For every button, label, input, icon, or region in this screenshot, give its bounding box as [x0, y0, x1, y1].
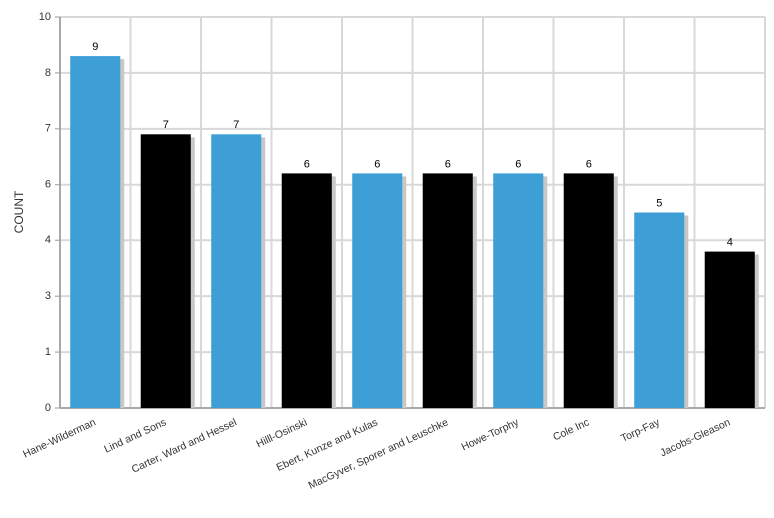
- y-tick-label: 10: [39, 11, 51, 23]
- bar: [352, 173, 403, 408]
- data-label: 6: [515, 158, 521, 170]
- y-axis-label: COUNT: [12, 190, 26, 233]
- bar: [70, 56, 121, 408]
- y-tick-label: 1: [45, 346, 51, 358]
- y-tick-label: 3: [45, 290, 51, 302]
- bar: [704, 251, 755, 408]
- bar: [493, 173, 544, 408]
- data-label: 6: [586, 158, 592, 170]
- x-tick-label: Lind and Sons: [102, 416, 168, 455]
- y-tick-label: 6: [45, 179, 51, 191]
- bar: [563, 173, 614, 408]
- y-tick-label: 8: [45, 67, 51, 79]
- x-tick-label: Jacobs-Gleason: [658, 416, 732, 459]
- data-label: 7: [163, 119, 169, 131]
- data-label: 6: [374, 158, 380, 170]
- x-tick-label: Torp-Fay: [619, 416, 662, 445]
- x-tick-label: Howe-Torphy: [460, 416, 522, 453]
- data-label: 5: [656, 197, 662, 209]
- data-label: 6: [304, 158, 310, 170]
- bar: [422, 173, 473, 408]
- bar: [634, 212, 685, 408]
- bar: [140, 134, 191, 409]
- data-label: 4: [727, 237, 733, 249]
- y-tick-label: 0: [45, 402, 51, 414]
- bar: [211, 134, 262, 409]
- data-label: 9: [92, 41, 98, 53]
- x-tick-label: Hane-Wilderman: [21, 416, 98, 460]
- data-label: 6: [445, 158, 451, 170]
- x-tick-label: Cole Inc: [551, 416, 591, 443]
- bar: [281, 173, 332, 408]
- y-tick-label: 4: [45, 234, 51, 246]
- x-tick-label: Hilll-Osinski: [254, 416, 309, 450]
- data-label: 7: [233, 119, 239, 131]
- y-tick-label: 7: [45, 123, 51, 135]
